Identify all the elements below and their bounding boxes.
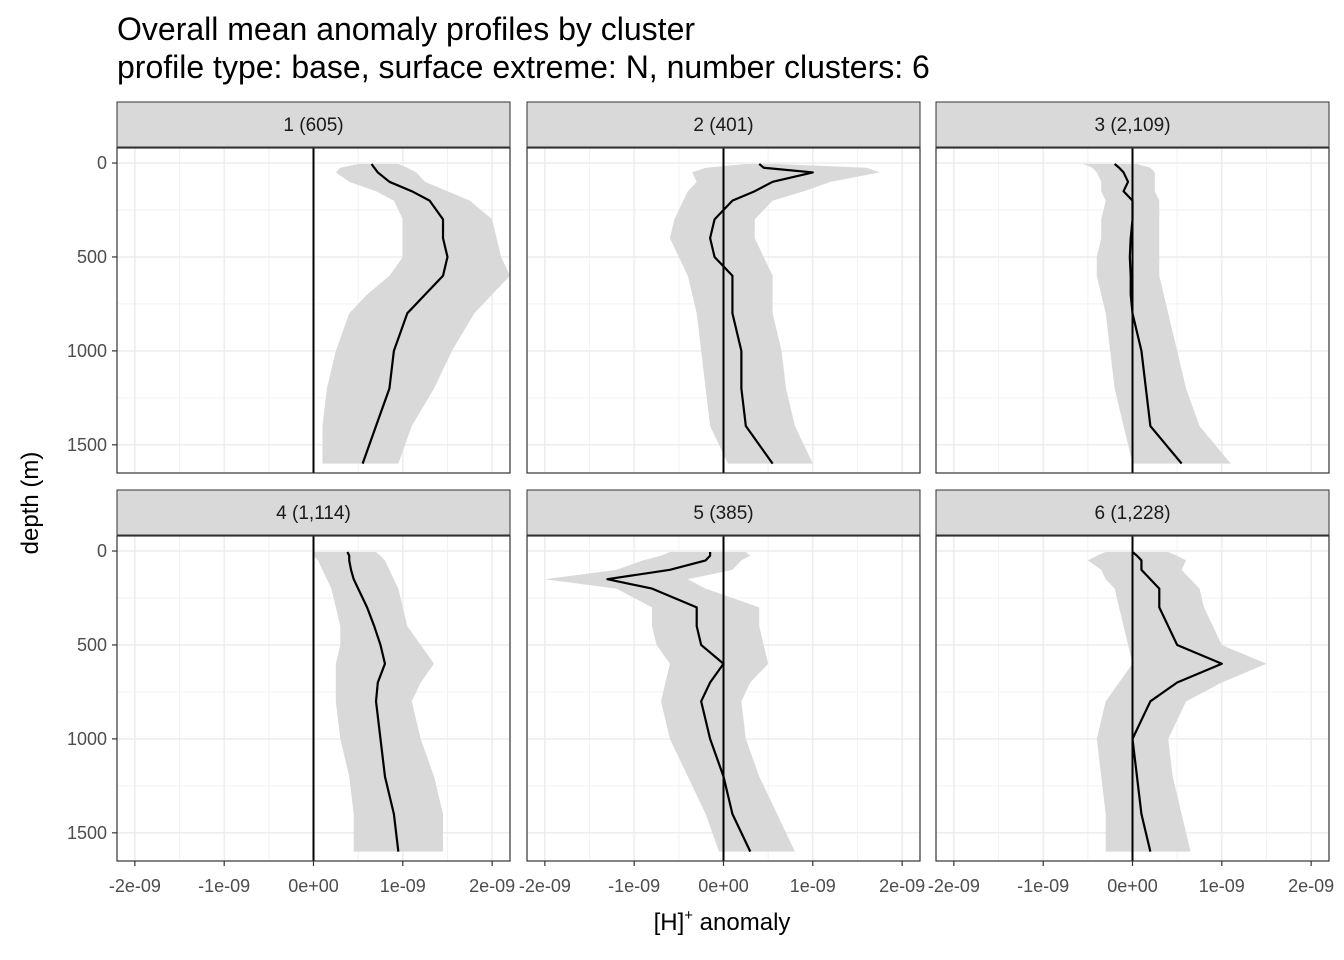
panel-6-x-tick-label-1: -1e-09 [1017, 876, 1069, 896]
panel-6-x-tick-label-2: 0e+00 [1107, 876, 1158, 896]
panel-1-y-tick-label-0: 0 [97, 153, 107, 173]
chart-title: Overall mean anomaly profiles by cluster [117, 11, 695, 47]
y-axis-title: depth (m) [17, 452, 44, 555]
panel-1-strip [116, 101, 511, 148]
chart-subtitle: profile type: base, surface extreme: N, … [117, 49, 930, 85]
panel-5-strip-label: 5 (385) [693, 503, 753, 524]
panel-4-x-tick-label-2: 0e+00 [288, 876, 339, 896]
panel-4-x-tick-label-0: -2e-09 [109, 876, 161, 896]
panel-4-y-tick-label-2: 1000 [67, 729, 107, 749]
panel-2-mean-line [709, 163, 814, 465]
panel-6-mean-line [1131, 551, 1223, 852]
panel-6-x-tick-label-0: -2e-09 [928, 876, 980, 896]
panel-4-y-tick-label-3: 1500 [67, 823, 107, 843]
panel-4-y-tick-label-0: 0 [97, 541, 107, 561]
panel-2-ribbon [669, 163, 880, 464]
panel-6-x-tick-label-3: 1e-09 [1199, 876, 1245, 896]
panel-3: 3 (2,109) [935, 101, 1330, 474]
panel-1-y-tick-label-1: 500 [77, 247, 107, 267]
panel-1-strip-label: 1 (605) [283, 115, 343, 136]
panel-1-mean-line [361, 163, 449, 464]
panel-6: 6 (1,228) -2e-09 -1e-09 0e+00 1e-09 2e-09 [928, 489, 1334, 896]
panel-3-mean-line [1113, 163, 1183, 465]
panel-4-x-tick-label-4: 2e-09 [469, 876, 515, 896]
panel-3-strip [935, 101, 1330, 148]
panel-4-mean-line [346, 551, 400, 852]
panel-1: 1 (605) 0 500 1000 1500 [67, 101, 511, 474]
panel-5-mean-line [606, 551, 752, 853]
panel-5-x-tick-label-2: 0e+00 [698, 876, 749, 896]
panel-3-ribbon [1083, 163, 1231, 464]
panel-4-ribbon [313, 551, 444, 852]
panel-1-border [116, 147, 511, 474]
panel-4-strip-label: 4 (1,114) [276, 503, 351, 524]
x-axis-title-suffix: anomaly [693, 909, 790, 936]
x-axis-title-main: [H] [654, 909, 685, 936]
panel-3-border [935, 147, 1330, 474]
panel-5-ribbon [544, 551, 795, 852]
x-axis-title: [H]+ anomaly [654, 907, 791, 936]
panel-2-strip [526, 101, 921, 148]
panel-5-x-tick-label-0: -2e-09 [519, 876, 571, 896]
panel-5: 5 (385) -2e-09 -1e-09 0e+00 1e-09 2e-09 [519, 489, 925, 896]
panel-2: 2 (401) [526, 101, 921, 474]
panel-5-x-tick-label-4: 2e-09 [879, 876, 925, 896]
panel-4-strip [116, 489, 511, 536]
panel-6-x-tick-label-4: 2e-09 [1288, 876, 1334, 896]
panel-4: 4 (1,114) 0 500 1000 1500 -2e-09 -1e-09 0e+00 1e… [67, 489, 515, 896]
panel-4-x-tick-label-1: -1e-09 [198, 876, 250, 896]
panel-1-ribbon [322, 163, 510, 464]
panel-5-x-tick-label-1: -1e-09 [608, 876, 660, 896]
panels: 1 (605) 0 500 1000 1500 2 (401) 3 (2,109) 4 (1,… [67, 101, 1334, 896]
panel-2-border [526, 147, 921, 474]
panel-4-y-tick-label-1: 500 [77, 635, 107, 655]
panel-3-strip-label: 3 (2,109) [1094, 115, 1170, 136]
panel-1-y-tick-label-3: 1500 [67, 435, 107, 455]
panel-2-strip-label: 2 (401) [693, 115, 753, 136]
panel-5-x-tick-label-3: 1e-09 [790, 876, 836, 896]
panel-6-strip-label: 6 (1,228) [1094, 503, 1170, 524]
x-axis-title-superscript: + [684, 907, 693, 924]
panel-4-x-tick-label-3: 1e-09 [380, 876, 426, 896]
panel-6-strip [935, 489, 1330, 536]
panel-5-strip [526, 489, 921, 536]
panel-1-y-tick-label-2: 1000 [67, 341, 107, 361]
